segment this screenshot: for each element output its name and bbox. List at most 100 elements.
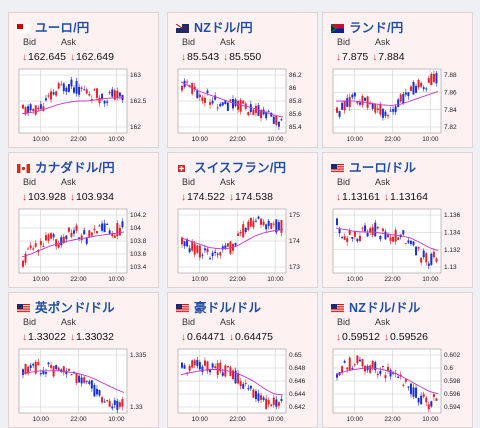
candle [260, 395, 263, 400]
down-arrow-icon: ↓ [22, 332, 27, 343]
candle [73, 230, 75, 234]
x-tick-label: 10:00 [192, 276, 209, 283]
pair-title[interactable]: カナダドル/円 [35, 161, 115, 175]
candle [249, 104, 252, 112]
candle [262, 221, 265, 226]
y-tick-label: 85.8 [289, 98, 302, 105]
candle [280, 398, 283, 401]
candle [374, 362, 377, 371]
price-values: ↓0.64471 ↓0.64475 [181, 331, 273, 343]
price-values: ↓162.645 ↓162.649 [22, 51, 114, 63]
price-chart[interactable]: 1.136 1.134 1.132 1.13 10:00 22:00 10:00 [328, 207, 466, 287]
ask-value: 174.538 [234, 191, 273, 203]
candle [394, 106, 397, 113]
y-tick-label: 103.4 [130, 264, 147, 271]
candle [265, 224, 268, 230]
rate-card[interactable]: スイスフラン/円 Bid Ask ↓174.522 ↓174.538 175 174 173 1… [167, 152, 318, 288]
candle [70, 232, 73, 237]
y-tick-label: 162.5 [130, 98, 147, 105]
pair-title[interactable]: NZドル/円 [194, 21, 253, 35]
candle [111, 89, 114, 97]
candle [55, 239, 58, 247]
candle [27, 248, 30, 250]
down-arrow-icon: ↓ [228, 332, 234, 343]
candle [198, 362, 201, 370]
candle [242, 224, 245, 238]
rate-card[interactable]: ユーロ/ドル Bid Ask ↓1.13161 ↓1.13164 1.136 1.134 1.… [322, 152, 473, 288]
pair-title[interactable]: ユーロ/ドル [349, 161, 417, 175]
price-labels: Bid Ask [337, 177, 390, 187]
rate-card[interactable]: 英ポンド/ドル Bid Ask ↓1.33022 ↓1.33032 1.335 1.33 10… [8, 292, 159, 428]
candle [356, 238, 359, 242]
price-labels: Bid Ask [337, 37, 390, 47]
pair-title[interactable]: NZドル/ドル [349, 301, 421, 315]
candle [206, 90, 209, 94]
candle [57, 83, 60, 89]
price-chart[interactable]: 175 174 173 10:00 22:00 10:00 [173, 207, 311, 287]
candle [387, 366, 389, 372]
y-tick-label: 86.2 [289, 72, 302, 79]
price-chart[interactable]: 104.2 104 103.8 103.6 103.4 10:00 22:00 10:00 [14, 207, 152, 287]
candle [70, 79, 73, 87]
candle [237, 373, 240, 384]
rate-card[interactable]: 豪ドル/ドル Bid Ask ↓0.64471 ↓0.64475 0.65 0.648 0.6… [167, 292, 318, 428]
rate-card[interactable]: カナダドル/円 Bid Ask ↓103.928 ↓103.934 104.2 104 103… [8, 152, 159, 288]
candle [402, 230, 405, 235]
candle [343, 101, 346, 111]
candle [98, 97, 101, 103]
moving-average-line [21, 370, 125, 393]
candle [224, 245, 227, 249]
pair-title[interactable]: ランド/円 [349, 21, 404, 35]
flag-icon [331, 300, 344, 313]
card-header: 英ポンド/ドル [9, 293, 158, 315]
candle [252, 109, 255, 115]
price-chart[interactable]: 7.88 7.86 7.84 7.82 10:00 22:00 10:00 [328, 67, 466, 147]
candle [364, 97, 367, 101]
candle [389, 369, 392, 377]
rate-card[interactable]: NZドル/ドル Bid Ask ↓0.59512 ↓0.59526 0.602 0.6 0.5… [322, 292, 473, 428]
price-chart[interactable]: 163 162.5 162 10:00 22:00 10:00 [14, 67, 152, 147]
candle [65, 370, 68, 375]
candle [247, 221, 250, 230]
price-chart[interactable]: 1.335 1.33 10:00 22:00 10:00 [14, 347, 152, 427]
candle [338, 228, 341, 234]
candle [272, 397, 275, 405]
pair-title[interactable]: 英ポンド/ドル [35, 301, 115, 315]
candle [67, 84, 70, 92]
candle [188, 365, 191, 371]
pair-title[interactable]: ユーロ/円 [35, 21, 90, 35]
rate-card[interactable]: ランド/円 Bid Ask ↓7.875 ↓7.884 7.88 7.86 7.84 7.82 1… [322, 12, 473, 148]
candle [257, 393, 260, 401]
candle [62, 83, 65, 92]
candle [196, 90, 199, 99]
moving-average-line [180, 229, 284, 250]
candle [24, 106, 27, 115]
bid-value: 0.64471 [187, 331, 225, 343]
candle [384, 111, 387, 117]
pair-title[interactable]: スイスフラン/円 [194, 161, 287, 175]
x-tick-label: 10:00 [33, 276, 50, 283]
rate-card[interactable]: ユーロ/円 Bid Ask ↓162.645 ↓162.649 163 162.5 162 10… [8, 12, 159, 148]
x-tick-label: 10:00 [33, 136, 50, 143]
price-chart[interactable]: 0.602 0.6 0.598 0.596 0.594 10:00 22:00 10:00 [328, 347, 466, 427]
flag-icon [17, 300, 30, 313]
y-tick-label: 162 [130, 124, 141, 131]
y-tick-label: 0.598 [444, 378, 461, 385]
card-header: 豪ドル/ドル [168, 293, 317, 315]
price-chart[interactable]: 0.65 0.648 0.646 0.644 0.642 10:00 22:00 10:00 [173, 347, 311, 427]
candle [229, 99, 232, 101]
y-tick-label: 7.86 [444, 90, 457, 97]
candle [277, 222, 280, 230]
price-chart[interactable]: 86.2 86 85.8 85.6 85.4 10:00 22:00 10:00 [173, 67, 311, 147]
y-tick-label: 1.134 [444, 230, 461, 237]
ask-label: Ask [220, 177, 236, 187]
x-tick-label: 10:00 [108, 416, 125, 423]
candle [106, 101, 109, 103]
candle [95, 231, 98, 234]
rate-card[interactable]: NZドル/円 Bid Ask ↓85.543 ↓85.550 86.2 86 85.8 85.6… [167, 12, 318, 148]
candle [42, 246, 45, 248]
pair-title[interactable]: 豪ドル/ドル [194, 301, 262, 315]
candle [39, 241, 42, 246]
candle [435, 258, 438, 262]
candle [198, 94, 201, 98]
